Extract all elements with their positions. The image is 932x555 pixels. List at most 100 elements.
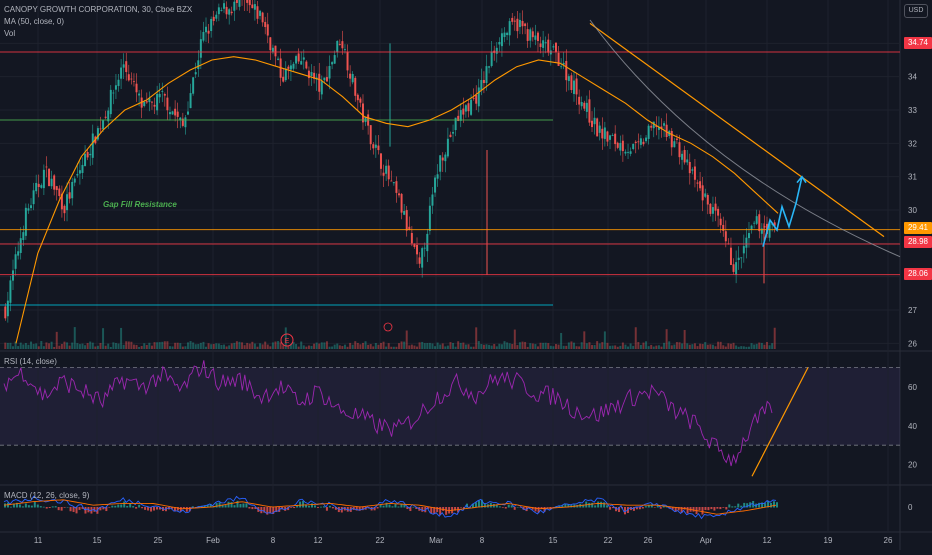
rsi-legend[interactable]: RSI (14, close) (4, 357, 57, 366)
volume-bar (477, 341, 480, 349)
volume-bar (318, 343, 321, 349)
candle-body (467, 103, 470, 112)
candle-body (462, 108, 465, 115)
volume-bar (575, 346, 578, 349)
candle-body (127, 74, 130, 81)
candle-body (292, 63, 295, 69)
macd-histogram-bar (558, 505, 561, 508)
volume-bar (624, 344, 627, 349)
candle-body (719, 218, 722, 226)
candle-body (490, 51, 493, 66)
macd-histogram-bar (403, 504, 406, 508)
candle-body (53, 175, 56, 190)
macd-histogram-bar (69, 507, 72, 512)
candle-body (122, 64, 125, 68)
macd-histogram-bar (373, 507, 376, 511)
price-axis-tick: 34 (908, 73, 917, 82)
macd-histogram-bar (647, 505, 650, 508)
projection-path (762, 176, 803, 247)
volume-bar (413, 345, 416, 349)
candle-body (459, 110, 462, 121)
rsi-axis-tick: 60 (908, 383, 917, 392)
macd-histogram-bar (331, 507, 334, 509)
candle-body (24, 207, 27, 236)
volume-bar (277, 341, 280, 349)
macd-histogram-bar (567, 504, 570, 508)
candle-body (156, 93, 159, 111)
volume-bar (688, 344, 691, 349)
volume-bar (104, 345, 107, 349)
time-axis-tick: 12 (314, 536, 323, 545)
volume-bar (704, 342, 707, 349)
candle-body (233, 1, 236, 11)
volume-bar (53, 346, 56, 349)
candle-body (439, 155, 442, 172)
candle-body (359, 98, 362, 103)
price-axis-tick: 31 (908, 173, 917, 182)
volume-bar (156, 342, 159, 349)
volume-bar (338, 345, 341, 349)
candle-body (418, 257, 421, 264)
volume-bar (452, 342, 455, 349)
macd-histogram-bar (638, 507, 641, 510)
volume-bar (665, 329, 668, 349)
candle-body (166, 97, 169, 111)
macd-histogram-bar (242, 503, 245, 508)
macd-histogram-bar (78, 507, 81, 510)
volume-bar (549, 345, 552, 349)
volume-bar (361, 342, 364, 349)
volume-bar (161, 341, 164, 349)
time-axis-tick: 22 (604, 536, 613, 545)
candle-body (356, 94, 359, 101)
candle-body (104, 116, 107, 118)
macd-histogram-bar (224, 505, 227, 508)
candle-body (158, 93, 161, 98)
macd-histogram-bar (507, 504, 510, 508)
macd-histogram-bar (516, 506, 519, 508)
macd-histogram-bar (260, 507, 263, 514)
volume-bar (513, 329, 516, 349)
macd-histogram-bar (632, 507, 635, 511)
macd-histogram-bar (319, 506, 322, 508)
volume-bar (94, 346, 97, 349)
volume-bar (771, 343, 774, 349)
volume-bar (699, 343, 702, 349)
currency-button[interactable]: USD (904, 4, 928, 18)
volume-bar (431, 343, 434, 349)
macd-histogram-bar (203, 505, 206, 508)
candle-body (168, 112, 171, 115)
vol-legend[interactable]: Vol (4, 29, 16, 38)
volume-bar (760, 342, 763, 349)
candle-body (675, 138, 678, 140)
volume-bar (171, 346, 174, 349)
macd-histogram-bar (460, 507, 463, 508)
macd-histogram-bar (42, 506, 45, 508)
candle-body (693, 166, 696, 180)
macd-histogram-bar (725, 507, 728, 510)
ma-legend[interactable]: MA (50, close, 0) (4, 17, 65, 26)
volume-bar (511, 344, 514, 349)
candle-body (99, 128, 102, 130)
volume-bar (609, 345, 612, 349)
volume-bar (374, 342, 377, 349)
candle-body (351, 73, 354, 83)
volume-bar (434, 346, 437, 349)
candle-body (228, 9, 231, 15)
macd-histogram-bar (99, 507, 102, 511)
volume-bar (724, 346, 727, 349)
volume-bar (230, 343, 233, 349)
candle-body (542, 40, 545, 48)
candle-body (300, 61, 303, 65)
volume-bar (750, 343, 753, 349)
candle-body (89, 153, 92, 156)
candle-body (650, 125, 653, 128)
candle-body (181, 118, 184, 126)
candle-body (544, 42, 547, 44)
candle-body (307, 70, 310, 79)
candle-body (593, 117, 596, 125)
macd-line (3, 495, 777, 520)
macd-legend[interactable]: MACD (12, 26, close, 9) (4, 491, 90, 500)
volume-bar (562, 345, 565, 349)
